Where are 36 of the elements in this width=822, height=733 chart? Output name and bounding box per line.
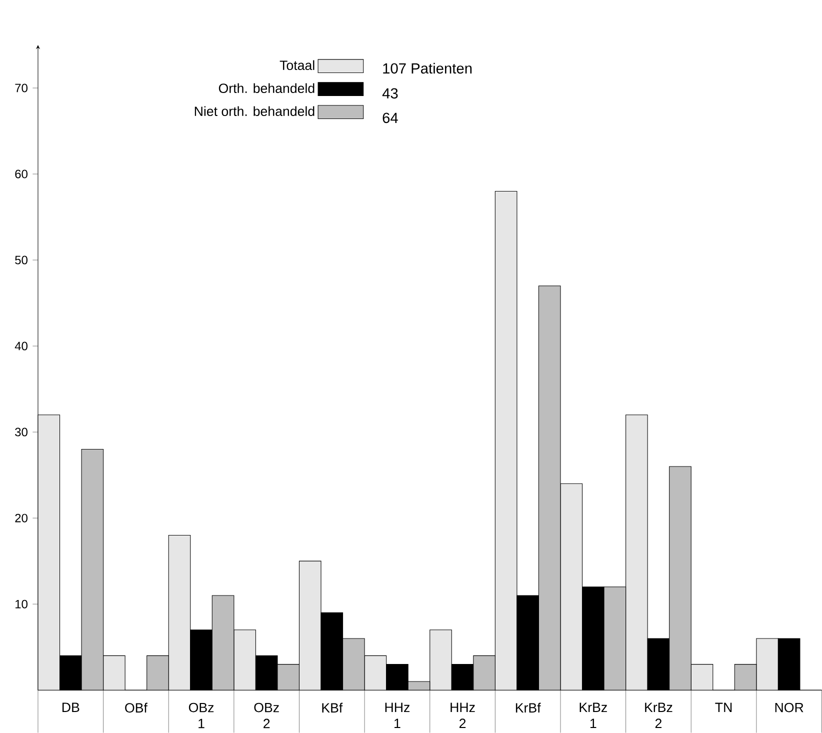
x-tick-label: NOR [775,702,804,712]
bar [277,664,300,690]
annotation: 107 Patienten [383,62,472,74]
legend-label: Orth. behandeld [218,83,314,94]
bar [734,664,756,690]
bar [146,656,169,690]
legend-label: Niet orth. behandeld [194,106,314,116]
x-tick-label: HHz 1 [385,702,410,728]
bar [473,656,496,690]
x-tick-label: TN [715,702,732,712]
y-tick-label: 10 [16,600,28,608]
y-tick-label: 30 [15,428,28,436]
x-tick-label: KrBz 2 [645,702,672,728]
bar [604,586,626,690]
y-tick-label: 40 [14,342,28,350]
x-tick-label: OBz 2 [254,702,279,728]
annotation: 43 [382,88,398,99]
x-tick-label: OBf [125,702,148,713]
x-tick-label: KrBf [516,702,541,712]
bar [212,596,234,690]
legend-label: Totaal [280,60,314,70]
x-tick-label: HHz 2 [450,702,475,728]
y-tick-label: 20 [15,514,28,522]
bar [408,682,430,690]
y-tick-label: 60 [15,170,28,178]
x-tick-label: KBf [322,702,343,712]
bar [342,638,365,690]
annotation: 64 [382,112,398,124]
y-tick-label: 70 [15,84,28,92]
bar [82,449,104,690]
y-tick-label: 50 [15,256,28,264]
x-tick-label: KrBz 1 [580,702,607,728]
bar [669,466,692,690]
x-tick-label: OBz 1 [188,702,214,728]
bar [538,286,560,690]
x-tick-label: DB [62,702,80,712]
